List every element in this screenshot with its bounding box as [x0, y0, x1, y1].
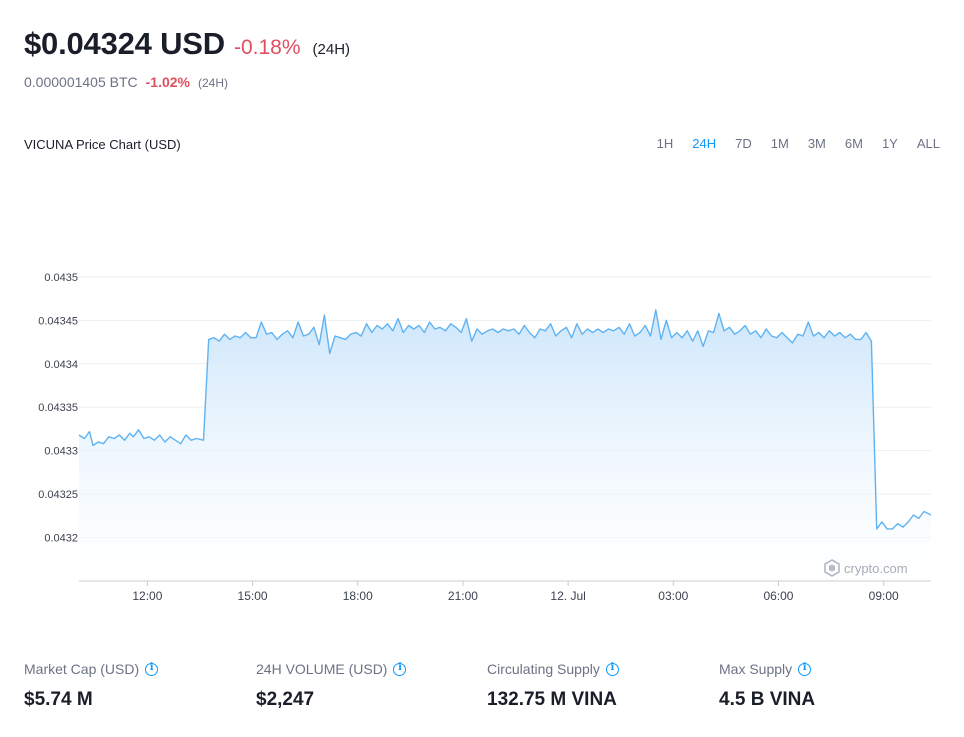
stat-label: Max Supply	[719, 661, 793, 677]
price-chart[interactable]: 0.0435 0.04345 0.0434 0.04335 0.0433 0.04325 0…	[0, 190, 964, 620]
price-line	[78, 309, 932, 530]
range-tab-6m[interactable]: 6M	[844, 136, 863, 151]
range-tab-1h[interactable]: 1H	[656, 136, 674, 151]
btc-price: 0.000001405 BTC	[24, 74, 138, 90]
info-icon[interactable]	[605, 662, 619, 676]
watermark: crypto.com	[824, 559, 908, 577]
info-icon[interactable]	[393, 662, 407, 676]
price-header: $0.04324 USD -0.18% (24H)	[24, 26, 350, 62]
range-tabs: 1H 24H 7D 1M 3M 6M 1Y ALL	[638, 136, 940, 151]
range-tab-all[interactable]: ALL	[916, 136, 940, 151]
range-tab-1m[interactable]: 1M	[770, 136, 789, 151]
y-tick-label: 0.0435	[44, 272, 78, 284]
watermark-text: crypto.com	[844, 560, 908, 576]
stat-max-supply: Max Supply 4.5 B VINA	[719, 661, 815, 711]
btc-period: (24H)	[198, 76, 229, 90]
range-tab-1y[interactable]: 1Y	[881, 136, 898, 151]
y-tick-label: 0.04325	[38, 489, 78, 501]
x-tick-label: 03:00	[658, 589, 688, 603]
stat-value: 4.5 B VINA	[719, 689, 816, 710]
x-tick-label: 21:00	[448, 589, 478, 603]
y-tick-label: 0.0432	[44, 533, 78, 545]
y-tick-label: 0.04345	[38, 315, 78, 327]
current-price: $0.04324 USD	[24, 26, 225, 61]
range-tab-3m[interactable]: 3M	[807, 136, 826, 151]
stat-value: $2,247	[256, 689, 315, 710]
stat-24h-volume: 24H VOLUME (USD) $2,247	[256, 661, 407, 711]
stat-label: Circulating Supply	[487, 661, 600, 677]
y-tick-label: 0.04335	[38, 402, 78, 414]
range-tab-7d[interactable]: 7D	[735, 136, 752, 151]
x-tick-label: 15:00	[238, 589, 268, 603]
btc-change: -1.02%	[145, 74, 190, 90]
price-period: (24H)	[312, 41, 351, 58]
stat-market-cap: Market Cap (USD) $5.74 M	[24, 661, 159, 711]
stat-value: $5.74 M	[24, 689, 93, 710]
x-tick-label: 06:00	[763, 589, 793, 603]
x-axis: 12:00 15:00 18:00 21:00 12. Jul 03:00 06:00 09:…	[132, 581, 899, 603]
y-tick-label: 0.0433	[44, 446, 78, 458]
info-icon[interactable]	[145, 662, 159, 676]
btc-price-row: 0.000001405 BTC -1.02% (24H)	[24, 74, 228, 90]
x-tick-label: 18:00	[343, 589, 373, 603]
crypto-logo-icon	[824, 559, 840, 577]
stat-label: Market Cap (USD)	[24, 661, 140, 677]
y-axis: 0.0435 0.04345 0.0434 0.04335 0.0433 0.04325 0…	[38, 272, 78, 545]
chart-title: VICUNA Price Chart (USD)	[24, 137, 181, 152]
stat-circulating-supply: Circulating Supply 132.75 M VINA	[487, 661, 619, 711]
stat-label: 24H VOLUME (USD)	[256, 661, 388, 677]
x-tick-label: 09:00	[869, 589, 899, 603]
info-icon[interactable]	[798, 662, 812, 676]
range-tab-24h[interactable]: 24H	[692, 136, 717, 151]
x-tick-label: 12. Jul	[550, 589, 585, 603]
price-area	[79, 309, 931, 581]
y-tick-label: 0.0434	[44, 359, 78, 371]
price-change: -0.18%	[233, 36, 301, 59]
stat-value: 132.75 M VINA	[487, 689, 617, 710]
x-tick-label: 12:00	[132, 589, 162, 603]
